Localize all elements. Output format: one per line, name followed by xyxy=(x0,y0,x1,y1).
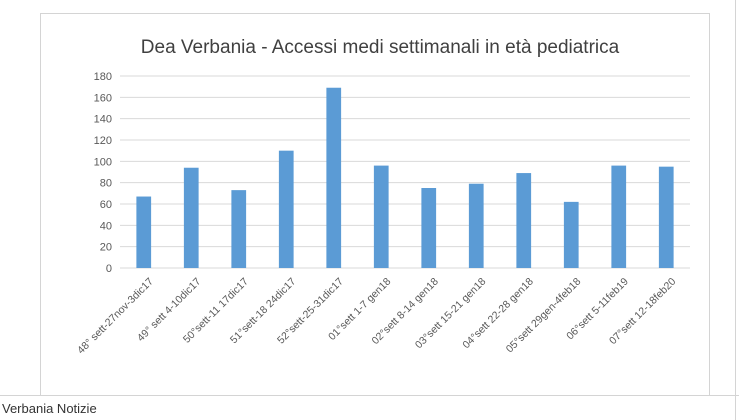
bar xyxy=(136,196,152,268)
y-tick-label: 120 xyxy=(94,135,112,147)
chart-frame-top xyxy=(40,13,710,14)
y-tick-label: 0 xyxy=(106,263,112,275)
bar xyxy=(468,183,484,268)
bar xyxy=(373,165,389,268)
footer-caption: Verbania Notizie xyxy=(2,401,97,416)
page-divider xyxy=(0,395,739,396)
y-tick-label: 180 xyxy=(94,71,112,83)
bar xyxy=(326,87,342,268)
bars xyxy=(136,87,674,268)
y-tick-label: 140 xyxy=(94,114,112,126)
bar xyxy=(563,201,579,268)
bar xyxy=(516,173,532,268)
bar xyxy=(611,165,627,268)
bar xyxy=(421,188,437,268)
bar xyxy=(231,190,247,268)
bar xyxy=(658,166,674,268)
gridlines xyxy=(120,75,690,269)
y-tick-label: 20 xyxy=(100,242,112,254)
y-tick-label: 80 xyxy=(100,178,112,190)
chart-title: Dea Verbania - Accessi medi settimanali … xyxy=(141,37,620,58)
chart-frame-left xyxy=(40,13,41,395)
bar xyxy=(278,150,294,268)
bar xyxy=(183,167,199,268)
x-tick-label: 48° sett-27nov-3dic17 xyxy=(75,276,156,357)
y-tick-label: 60 xyxy=(100,199,112,211)
chart-frame-right xyxy=(709,13,710,395)
y-axis-tick-labels: 0 20 40 60 80 100 120 140 160 180 xyxy=(94,71,112,275)
y-tick-label: 40 xyxy=(100,220,112,232)
page-edge-right xyxy=(735,0,736,420)
y-tick-label: 100 xyxy=(94,156,112,168)
y-tick-label: 160 xyxy=(94,92,112,104)
bar-chart: Dea Verbania - Accessi medi settimanali … xyxy=(75,37,690,357)
